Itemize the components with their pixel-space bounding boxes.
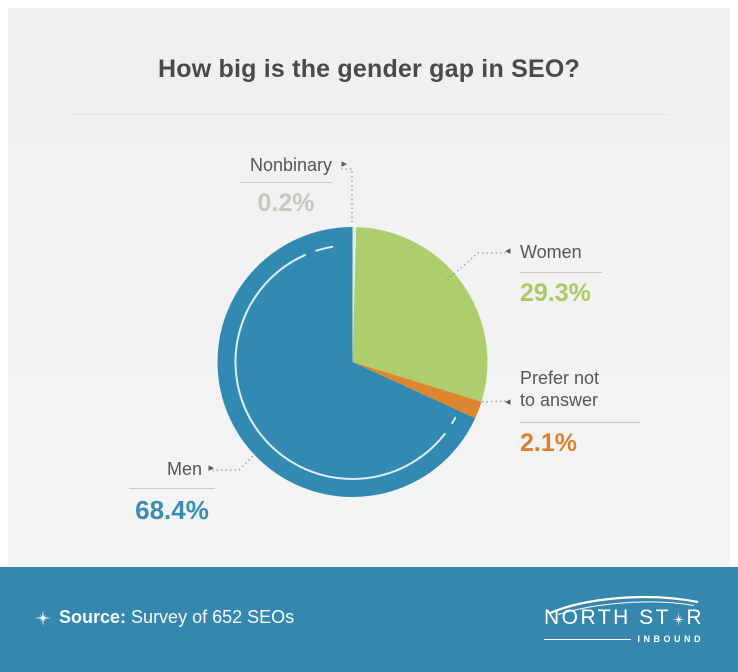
callout-women: ◂ Women 29.3% xyxy=(505,242,602,308)
callout-nonbinary-label: Nonbinary ▸ xyxy=(240,155,347,183)
logo-swoosh xyxy=(549,596,699,615)
arrow-left-icon: ◂ xyxy=(505,396,511,408)
arrow-right-icon: ▸ xyxy=(341,158,347,170)
page-title: How big is the gender gap in SEO? xyxy=(158,55,580,83)
callout-prefer-label: ◂ Prefer not to answer xyxy=(505,367,640,423)
pie-inner-arc-decoration xyxy=(234,245,457,480)
footer: Source: Survey of 652 SEOs NORTH ST R IN… xyxy=(0,567,738,672)
sparkle-icon xyxy=(35,609,51,626)
callout-women-value: 29.3% xyxy=(520,279,591,307)
pie-slice-prefer-not-to-answer xyxy=(352,362,482,419)
leader-line-men xyxy=(212,450,259,471)
title-divider xyxy=(70,114,668,115)
source-label: Source: xyxy=(59,607,127,627)
logo-rule xyxy=(544,638,631,640)
leader-lines xyxy=(212,168,507,471)
pie-chart xyxy=(212,168,507,497)
callout-men-text: Men xyxy=(166,459,202,479)
callout-nonbinary-text: Nonbinary xyxy=(249,155,332,175)
logo-name-left: NORTH ST xyxy=(544,606,671,629)
pie-slices xyxy=(217,226,488,497)
northstar-inbound-logo: NORTH ST R INBOUND xyxy=(544,595,704,644)
source-note: Source: Survey of 652 SEOs xyxy=(35,607,294,628)
pie-slice-nonbinary xyxy=(352,227,357,362)
logo-name-right: R xyxy=(686,606,704,629)
callout-men-value: 68.4% xyxy=(135,495,209,525)
leader-line-nonbinary xyxy=(341,168,353,222)
callout-prefer-text-line1: Prefer not xyxy=(520,368,600,388)
callout-men: Men ▸ 68.4% xyxy=(129,459,215,526)
north-star-icon xyxy=(671,612,686,626)
callout-nonbinary: Nonbinary ▸ 0.2% xyxy=(240,155,347,218)
leader-line-prefer xyxy=(478,400,507,403)
callout-nonbinary-value: 0.2% xyxy=(257,189,315,217)
arrow-right-icon: ▸ xyxy=(208,462,214,474)
pie-slice-men xyxy=(217,226,476,497)
callout-prefer-value: 2.1% xyxy=(520,429,577,457)
source-text: Source: Survey of 652 SEOs xyxy=(59,607,294,628)
callout-women-label: ◂ Women xyxy=(505,242,602,273)
pie-slice-women xyxy=(352,227,488,402)
callout-prefer-text-line2: to answer xyxy=(520,390,599,410)
source-value: Survey of 652 SEOs xyxy=(131,607,295,627)
arrow-left-icon: ◂ xyxy=(505,245,511,257)
logo-subtext: INBOUND xyxy=(637,634,704,644)
callout-men-label: Men ▸ xyxy=(129,459,215,489)
callout-prefer-not-to-answer: ◂ Prefer not to answer 2.1% xyxy=(505,367,640,458)
callout-women-text: Women xyxy=(520,242,582,262)
leader-line-women xyxy=(444,252,506,283)
logo-subline: INBOUND xyxy=(544,634,704,644)
logo-name: NORTH ST R xyxy=(544,605,704,631)
